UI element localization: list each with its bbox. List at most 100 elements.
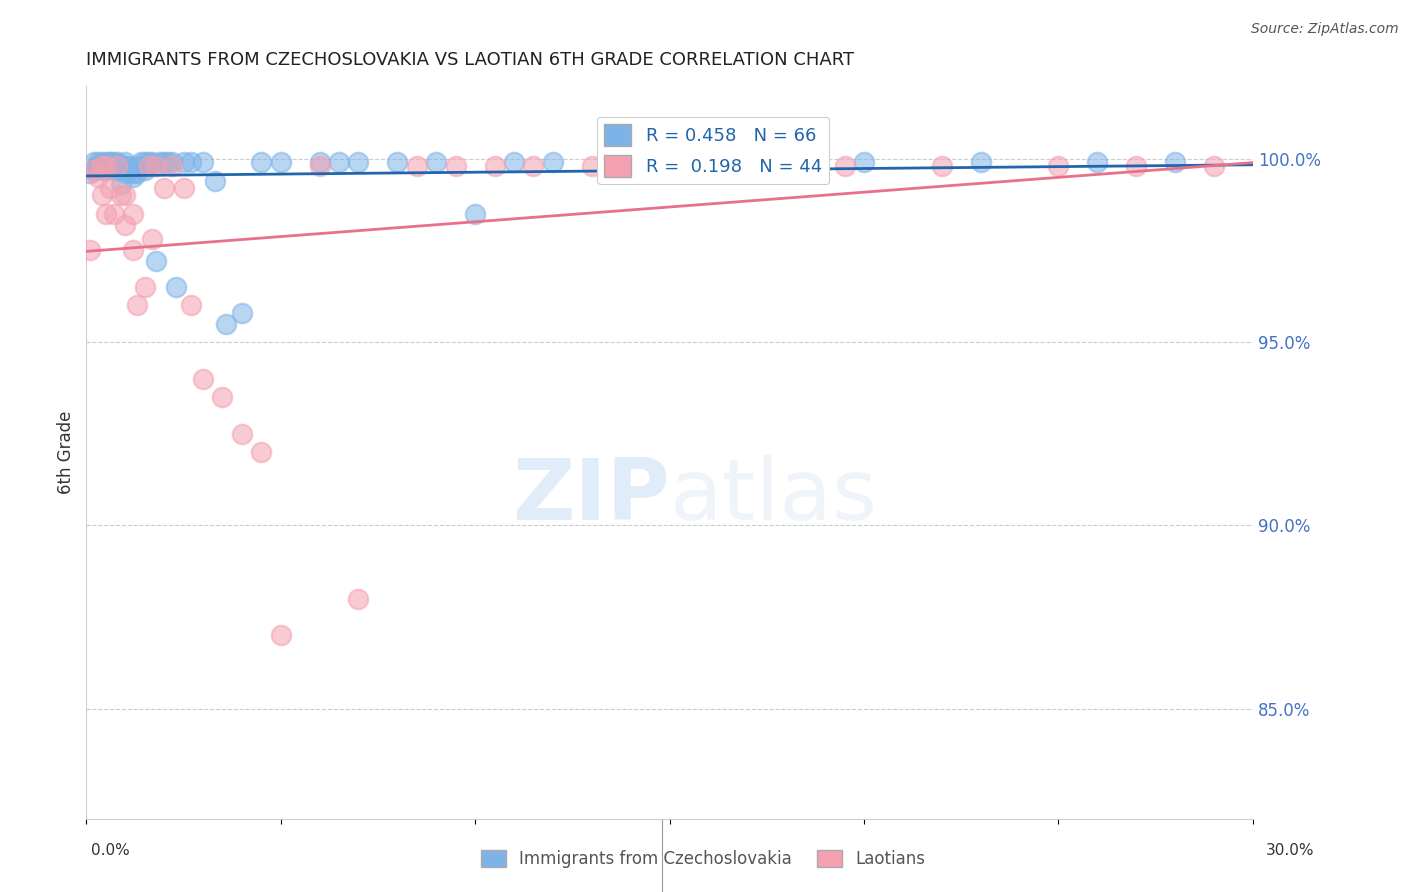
Point (156, 155, 179, 169)
Point (105, 155, 128, 169)
Point (191, 155, 214, 169)
Point (180, 155, 202, 169)
Point (173, 155, 195, 169)
Point (110, 188, 132, 202)
Text: 0.0%: 0.0% (91, 843, 131, 858)
Point (114, 218, 136, 232)
Point (153, 181, 176, 195)
Point (165, 280, 187, 294)
Point (405, 159, 427, 173)
Point (931, 159, 953, 173)
Point (110, 162, 132, 177)
Point (141, 232, 163, 246)
Point (347, 591, 370, 606)
Text: ZIP: ZIP (512, 455, 669, 538)
Point (114, 166, 136, 180)
Point (191, 372, 214, 386)
Point (114, 155, 136, 169)
Point (98, 181, 121, 195)
Point (1047, 159, 1070, 173)
Point (103, 155, 125, 169)
Point (134, 155, 156, 169)
Point (160, 159, 183, 173)
Point (90, 188, 112, 202)
Point (522, 159, 544, 173)
Point (87, 155, 110, 169)
Point (103, 207, 125, 221)
Point (125, 298, 148, 312)
Point (387, 155, 409, 169)
Point (231, 426, 253, 441)
Point (94, 159, 117, 173)
Point (90, 155, 112, 169)
Point (231, 306, 253, 320)
Point (83, 162, 105, 177)
Point (90, 159, 112, 173)
Point (122, 166, 145, 180)
Point (118, 162, 141, 177)
Point (1202, 159, 1225, 173)
Point (464, 207, 486, 221)
Point (853, 155, 876, 169)
Point (581, 159, 603, 173)
Point (105, 159, 128, 173)
Point (160, 155, 183, 169)
Point (79, 166, 101, 180)
Text: 30.0%: 30.0% (1267, 843, 1315, 858)
Y-axis label: 6th Grade: 6th Grade (58, 410, 75, 494)
Point (98, 155, 121, 169)
Point (87, 159, 110, 173)
Point (134, 280, 156, 294)
Point (328, 155, 350, 169)
Legend: Immigrants from Czechoslovakia, Laotians: Immigrants from Czechoslovakia, Laotians (474, 843, 932, 875)
Point (87, 170, 110, 185)
Point (638, 159, 661, 173)
Point (697, 155, 720, 169)
Point (775, 155, 797, 169)
Point (94, 155, 117, 169)
Point (122, 170, 145, 185)
Point (94, 159, 117, 173)
Point (90, 162, 112, 177)
Point (250, 155, 273, 169)
Point (90, 159, 112, 173)
Point (83, 162, 105, 177)
Point (145, 159, 167, 173)
Point (122, 244, 145, 258)
Point (308, 159, 330, 173)
Point (697, 159, 720, 173)
Point (83, 155, 105, 169)
Point (110, 178, 132, 192)
Point (1125, 159, 1147, 173)
Point (173, 181, 195, 195)
Point (425, 155, 447, 169)
Text: atlas: atlas (669, 455, 877, 538)
Point (755, 159, 778, 173)
Point (118, 159, 141, 173)
Point (105, 159, 128, 173)
Point (114, 162, 136, 177)
Point (94, 162, 117, 177)
Point (270, 155, 292, 169)
Point (215, 317, 238, 331)
Point (138, 159, 160, 173)
Point (145, 254, 167, 268)
Point (122, 207, 145, 221)
Point (180, 298, 202, 312)
Point (347, 155, 370, 169)
Point (1164, 155, 1187, 169)
Point (103, 159, 125, 173)
Point (87, 159, 110, 173)
Point (153, 155, 176, 169)
Point (969, 155, 991, 169)
Point (250, 445, 273, 459)
Point (541, 155, 564, 169)
Point (484, 159, 506, 173)
Point (211, 390, 233, 404)
Point (444, 159, 467, 173)
Point (98, 155, 121, 169)
Point (134, 162, 156, 177)
Point (125, 159, 148, 173)
Point (114, 188, 136, 202)
Point (1085, 155, 1108, 169)
